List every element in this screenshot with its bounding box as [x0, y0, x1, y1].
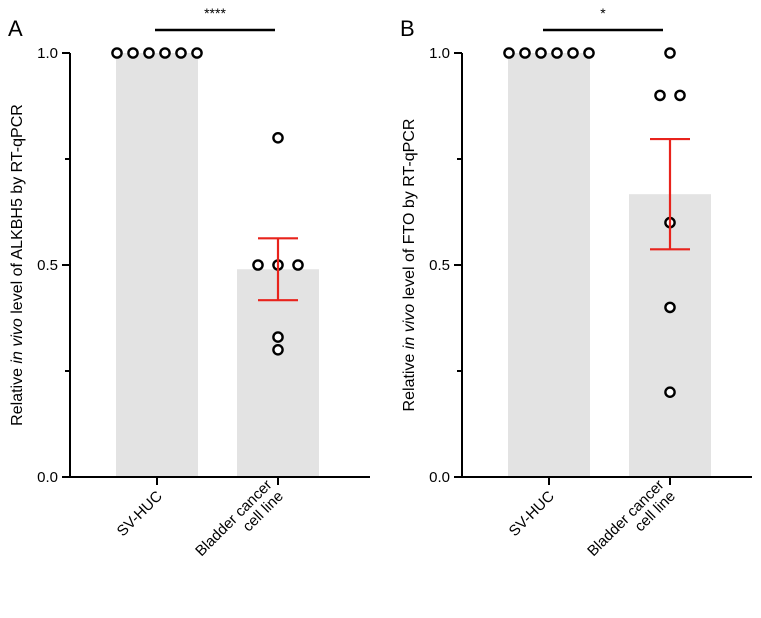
y-axis-title-italic: in vivo [401, 304, 418, 349]
data-point [664, 386, 676, 399]
data-point [143, 47, 155, 59]
data-point [664, 301, 676, 314]
y-axis-title-pre: Relative [401, 349, 418, 411]
bar [237, 269, 319, 477]
y-tick-label: 0.0 [37, 469, 58, 486]
data-point [567, 47, 579, 59]
data-point [252, 259, 264, 271]
y-axis-title-post: level of ALKBH5 by RT-qPCR [9, 104, 26, 318]
data-point [159, 47, 171, 59]
data-point [272, 343, 284, 356]
data-point [535, 47, 547, 59]
y-tick-label: 0.5 [37, 257, 58, 274]
x-category-label: SV-HUC [114, 488, 166, 540]
data-point [654, 89, 666, 102]
y-axis-title: Relative in vivo level of FTO by RT-qPCR [401, 119, 418, 412]
panel-label: A [8, 16, 23, 41]
data-point [551, 47, 563, 59]
y-axis-title-pre: Relative [9, 364, 26, 426]
data-point [272, 131, 284, 144]
y-tick-label: 0.0 [429, 469, 450, 486]
y-axis-title-post: level of FTO by RT-qPCR [401, 119, 418, 304]
data-point [503, 47, 515, 59]
data-point [111, 47, 123, 59]
chart-panel-a: 0.0 0.5 1.0 SV-HUC Bladder cancercell line Re… [8, 5, 370, 571]
bar [116, 53, 198, 477]
x-category-label-line: SV-HUC [506, 488, 558, 540]
y-tick-label: 0.5 [429, 257, 450, 274]
bar [508, 53, 590, 477]
significance-marker: * [600, 5, 606, 21]
significance-marker: **** [204, 5, 226, 21]
x-category-label: SV-HUC [506, 488, 558, 540]
x-category-label: Bladder cancercell line [192, 476, 287, 571]
data-point [272, 331, 284, 343]
data-point [664, 47, 676, 59]
y-axis-title: Relative in vivo level of ALKBH5 by RT-q… [9, 104, 26, 426]
x-category-label: Bladder cancercell line [584, 476, 679, 571]
y-tick-label: 1.0 [37, 45, 58, 62]
x-category-label-line: SV-HUC [114, 488, 166, 540]
panel-label: B [400, 16, 415, 41]
data-point [127, 47, 139, 59]
data-point [674, 89, 686, 102]
data-point [519, 47, 531, 59]
data-point [175, 47, 187, 59]
y-tick-label: 1.0 [429, 45, 450, 62]
y-axis-title-italic: in vivo [9, 318, 26, 363]
data-point [191, 47, 203, 59]
data-point [583, 47, 595, 59]
data-point [292, 259, 304, 271]
chart-panel-b: 0.0 0.5 1.0 SV-HUC Bladder cancercell line Re… [400, 5, 752, 571]
